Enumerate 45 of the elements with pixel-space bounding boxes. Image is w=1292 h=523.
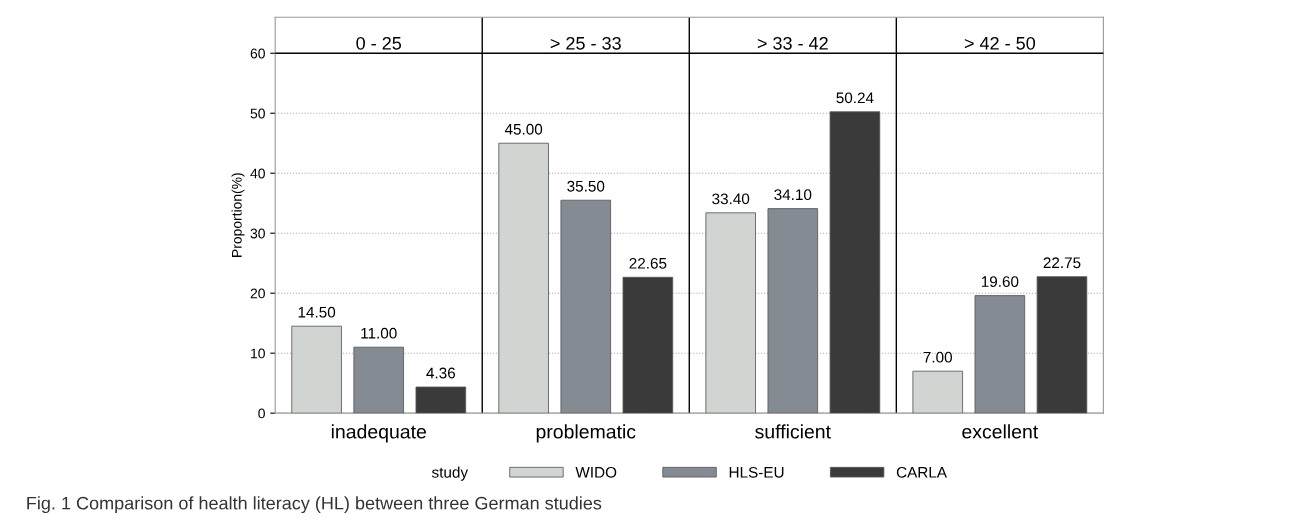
y-axis-title: Proportion(%): [231, 173, 245, 257]
bar: [291, 325, 342, 414]
caption: Fig. 1 Comparison of health literacy (HL) between three German studies: [27, 496, 602, 514]
x-tick-label: inadequate: [331, 424, 426, 443]
legend-label: CARLA: [896, 466, 947, 478]
annotation: > 42 - 50: [964, 36, 1036, 50]
data-label: 22.65: [629, 257, 667, 269]
bar: [974, 295, 1026, 414]
bar: [912, 370, 963, 414]
data-label: 19.60: [981, 276, 1019, 288]
data-label: 4.36: [426, 367, 456, 379]
y-tick-label: 0: [258, 408, 265, 419]
annotation: > 25 - 33: [550, 36, 621, 50]
bar: [560, 199, 612, 414]
bar: [705, 212, 756, 414]
data-label: 7.00: [923, 351, 952, 363]
x-tick-label: sufficient: [755, 424, 831, 439]
data-label: 33.40: [712, 193, 750, 205]
y-tick-label: 40: [250, 168, 265, 179]
bar: [622, 276, 674, 414]
data-label: 50.24: [836, 92, 874, 104]
data-label: 34.10: [774, 189, 812, 201]
y-tick-label: 50: [250, 108, 265, 119]
annotation: > 33 - 42: [757, 36, 828, 50]
data-label: 14.50: [298, 306, 336, 318]
y-tick-label: 60: [250, 48, 265, 59]
data-label: 35.50: [567, 180, 605, 192]
bar: [415, 386, 467, 414]
annotation: 0 - 25: [356, 36, 402, 50]
bar: [1036, 276, 1088, 414]
legend-label: WIDO: [575, 466, 617, 478]
x-tick-label: problematic: [536, 424, 636, 443]
bar: [767, 208, 819, 414]
data-label: 22.75: [1043, 257, 1081, 269]
bar: [829, 111, 881, 414]
bar: [498, 142, 549, 414]
legend-label: HLS-EU: [729, 466, 784, 478]
y-tick-label: 10: [251, 348, 265, 359]
data-label: 45.00: [504, 123, 543, 135]
y-tick-label: 30: [250, 228, 265, 239]
data-label: 11.00: [361, 327, 397, 339]
x-tick-label: excellent: [962, 424, 1039, 439]
bar: [353, 346, 404, 414]
y-tick-label: 20: [250, 288, 265, 299]
legend-title: study: [431, 466, 469, 481]
